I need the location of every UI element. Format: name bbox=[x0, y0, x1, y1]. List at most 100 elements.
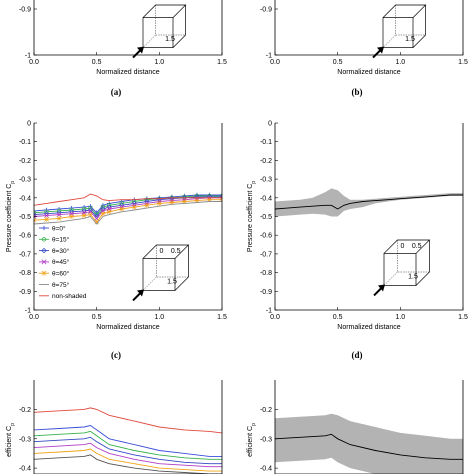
cube-label-zero: 0 bbox=[159, 248, 163, 255]
series-line-6 bbox=[34, 193, 222, 206]
y-axis-label: Pressure coefficient Cp bbox=[247, 181, 257, 252]
y-tick-label: -0.6 bbox=[19, 233, 31, 240]
data-point bbox=[119, 206, 125, 212]
data-point bbox=[34, 208, 37, 214]
cube-label-width: 1.5 bbox=[165, 36, 175, 43]
y-tick-label: -0.2 bbox=[260, 158, 272, 165]
y-tick-label: -1 bbox=[266, 308, 272, 315]
data-point bbox=[87, 212, 93, 218]
y-tick-label: -0.8 bbox=[19, 270, 31, 277]
y-tick-label: -0.2 bbox=[19, 407, 31, 414]
series-line-0 bbox=[34, 407, 222, 434]
x-tick-label: 0.0 bbox=[270, 59, 280, 66]
data-point bbox=[106, 209, 112, 215]
y-tick-label: -0.3 bbox=[19, 177, 31, 184]
y-axis-label-subscript: p bbox=[251, 181, 257, 184]
data-point bbox=[69, 214, 75, 219]
x-tick-label: 1.0 bbox=[154, 59, 164, 66]
cube-label-width: 1.5 bbox=[167, 278, 177, 285]
plot-area-f bbox=[275, 413, 463, 474]
series-line-2 bbox=[34, 430, 222, 460]
x-tick-label: 1.5 bbox=[217, 59, 227, 66]
plot-area-e bbox=[34, 407, 222, 474]
y-tick-label: -0.8 bbox=[260, 270, 272, 277]
panel-label-b: (b) bbox=[352, 87, 363, 97]
confidence-band bbox=[275, 413, 463, 474]
cube-hidden-edges bbox=[142, 245, 189, 291]
data-point bbox=[156, 200, 162, 206]
x-tick-label: 1.5 bbox=[458, 314, 468, 321]
legend-swatch-marker bbox=[41, 247, 47, 254]
legend-swatch-marker bbox=[41, 259, 47, 265]
axes-frame bbox=[274, 380, 464, 474]
y-tick-label: -0.4 bbox=[260, 466, 272, 473]
plot-area-c bbox=[34, 192, 222, 225]
cube-inset-b: 1.5 bbox=[372, 4, 427, 59]
cube-edges bbox=[383, 239, 431, 286]
data-point bbox=[56, 215, 62, 221]
y-tick-label: -0.1 bbox=[260, 139, 272, 146]
axes-frame bbox=[33, 0, 223, 56]
data-point bbox=[100, 211, 106, 217]
x-tick-label: 1.5 bbox=[217, 314, 227, 321]
cube-hidden-edges bbox=[142, 5, 186, 48]
x-tick-label: 0.5 bbox=[92, 59, 102, 66]
y-axis-label-subscript: p bbox=[251, 423, 257, 426]
data-point bbox=[182, 194, 187, 200]
legend-entry: non-shaded bbox=[52, 293, 87, 300]
cube-label-zero: 0 bbox=[400, 243, 404, 250]
y-tick-label: -0.3 bbox=[19, 436, 31, 443]
series-line-6 bbox=[34, 454, 222, 474]
data-point bbox=[144, 202, 150, 208]
y-tick-label: -0.4 bbox=[19, 195, 31, 202]
legend-entry: θ=15° bbox=[52, 236, 70, 244]
series-line-1 bbox=[34, 425, 222, 457]
x-tick-label: 0.5 bbox=[92, 314, 102, 321]
x-axis-label: Normalized distance bbox=[337, 69, 401, 76]
chart-a: -0.9 -10.0 0.5 1.0 1.5 Normalized distance 1.5 bbox=[19, 0, 227, 76]
series-line-0 bbox=[275, 194, 463, 210]
y-tick-label: -0.5 bbox=[19, 214, 31, 221]
series-line-4 bbox=[34, 442, 222, 468]
wind-arrow-head bbox=[137, 46, 144, 54]
y-tick-label: -1 bbox=[25, 53, 31, 60]
plot-area-d bbox=[275, 188, 463, 217]
x-tick-label: 0.0 bbox=[29, 314, 39, 321]
y-tick-label: -0.7 bbox=[19, 251, 31, 258]
data-point bbox=[34, 211, 37, 218]
confidence-band bbox=[275, 188, 463, 217]
y-tick-label: -0.3 bbox=[260, 177, 272, 184]
y-tick-label: 0 bbox=[27, 121, 31, 128]
cube-inset-d: 0 0.5 1.5 bbox=[373, 239, 431, 297]
y-tick-label: -1 bbox=[266, 53, 272, 60]
cube-front-face bbox=[383, 253, 417, 286]
cube-label-half: 0.5 bbox=[171, 248, 181, 255]
x-tick-label: 0.0 bbox=[270, 314, 280, 321]
y-tick-label: 0 bbox=[268, 121, 272, 128]
wind-arrow-head bbox=[378, 284, 385, 292]
cube-inset-a: 1.5 bbox=[132, 4, 187, 59]
data-point bbox=[169, 200, 175, 205]
y-tick-label: -0.9 bbox=[260, 7, 272, 14]
cube-hidden-edges bbox=[383, 240, 430, 286]
y-tick-label: -0.3 bbox=[260, 436, 272, 443]
y-tick-label: -0.2 bbox=[19, 158, 31, 165]
y-tick-label: -0.4 bbox=[19, 466, 31, 473]
legend: θ=0° θ=15° θ=30° θ=45° θ=60° θ=75° non-shaded bbox=[39, 224, 87, 300]
y-tick-label: -0.9 bbox=[19, 289, 31, 296]
x-tick-label: 1.0 bbox=[154, 314, 164, 321]
y-axis-label-subscript: p bbox=[10, 181, 16, 184]
data-point bbox=[181, 199, 187, 204]
series-line-5 bbox=[34, 201, 222, 225]
x-tick-label: 0.5 bbox=[333, 314, 343, 321]
x-tick-label: 1.0 bbox=[395, 314, 405, 321]
cube-front-face bbox=[142, 258, 176, 291]
chart-b: -0.9 -10.0 0.5 1.0 1.5 Normalized distance 1.5 bbox=[260, 0, 468, 76]
series-line-0 bbox=[275, 433, 463, 460]
data-point bbox=[194, 198, 200, 204]
y-axis-label: efficient Cp bbox=[6, 423, 16, 457]
y-tick-label: -0.7 bbox=[260, 251, 272, 258]
chart-d: 0-0.1-0.2-0.3-0.4-0.5-0.6-0.7-0.8-0.9-10… bbox=[247, 121, 468, 332]
